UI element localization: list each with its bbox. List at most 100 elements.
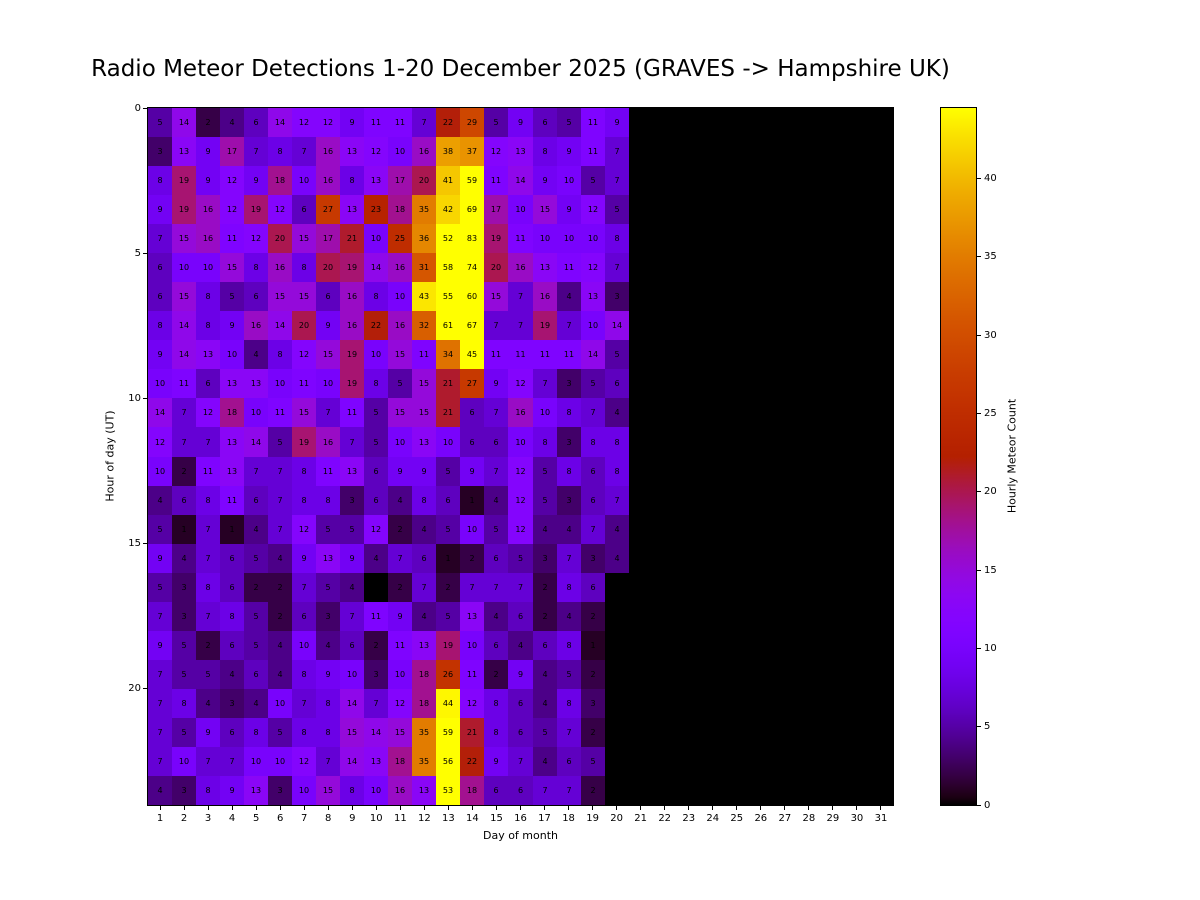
heatmap-cell: 22 xyxy=(460,747,484,776)
x-tickmark xyxy=(351,806,353,810)
heatmap-cell: 13 xyxy=(412,427,436,457)
heatmap-cell: 7 xyxy=(508,747,533,776)
heatmap-cell xyxy=(773,224,797,253)
heatmap-cell: 20 xyxy=(484,253,508,282)
heatmap-cell xyxy=(869,486,893,515)
heatmap-cell: 8 xyxy=(605,427,629,457)
heatmap-cell xyxy=(869,631,893,660)
heatmap-cell xyxy=(629,486,653,515)
heatmap-cell xyxy=(677,776,701,805)
heatmap-cell: 10 xyxy=(292,776,316,805)
heatmap-cell xyxy=(725,718,749,747)
heatmap-cell xyxy=(701,427,725,457)
heatmap-cell: 7 xyxy=(148,718,172,747)
heatmap-cell: 10 xyxy=(533,224,557,253)
heatmap-cell xyxy=(821,718,845,747)
y-axis-label: Hour of day (UT) xyxy=(103,410,117,502)
heatmap-cell xyxy=(773,689,797,718)
heatmap-cell: 4 xyxy=(244,515,268,544)
x-tickmark xyxy=(664,806,666,810)
heatmap-cell: 7 xyxy=(244,137,268,166)
x-tick-label: 26 xyxy=(754,813,768,824)
heatmap-cell: 8 xyxy=(484,689,508,718)
heatmap-cell xyxy=(749,776,773,805)
heatmap-cell: 10 xyxy=(388,427,412,457)
heatmap-cell: 10 xyxy=(244,398,268,427)
heatmap-cell: 4 xyxy=(268,544,292,573)
heatmap-cell xyxy=(701,631,725,660)
heatmap-cell: 9 xyxy=(557,137,581,166)
heatmap-cell: 5 xyxy=(172,631,196,660)
heatmap-cell xyxy=(629,253,653,282)
heatmap-cell: 3 xyxy=(605,282,629,311)
heatmap-cell: 5 xyxy=(436,457,460,486)
heatmap-cell: 9 xyxy=(316,660,340,689)
heatmap-cell xyxy=(653,369,677,398)
heatmap-cell: 9 xyxy=(484,747,508,776)
heatmap-cell xyxy=(653,631,677,660)
heatmap-cell: 13 xyxy=(244,369,268,398)
heatmap-cell: 2 xyxy=(388,573,412,602)
heatmap-cell: 2 xyxy=(484,660,508,689)
heatmap-cell: 10 xyxy=(508,195,533,224)
heatmap-cell: 7 xyxy=(292,689,316,718)
heatmap-cell: 14 xyxy=(268,311,292,340)
heatmap-cell: 21 xyxy=(460,718,484,747)
heatmap-cell xyxy=(677,660,701,689)
heatmap-cell xyxy=(797,544,821,573)
heatmap-cell: 9 xyxy=(605,108,629,137)
heatmap-cell: 13 xyxy=(172,137,196,166)
heatmap-cell: 10 xyxy=(316,369,340,398)
heatmap-cell: 10 xyxy=(388,137,412,166)
heatmap-cell xyxy=(725,340,749,369)
heatmap-cell: 10 xyxy=(460,515,484,544)
heatmap-cell: 13 xyxy=(412,631,436,660)
heatmap-cell: 4 xyxy=(605,398,629,427)
heatmap-cell: 7 xyxy=(196,602,220,631)
x-tick-label: 15 xyxy=(490,813,503,824)
heatmap-cell xyxy=(845,340,869,369)
heatmap-cell xyxy=(629,427,653,457)
heatmap-cell: 9 xyxy=(484,369,508,398)
heatmap-cell: 15 xyxy=(340,718,364,747)
heatmap-cell: 5 xyxy=(364,398,388,427)
heatmap-cell xyxy=(821,747,845,776)
heatmap-cell: 4 xyxy=(244,689,268,718)
heatmap-cell xyxy=(629,747,653,776)
heatmap-cell xyxy=(725,631,749,660)
heatmap-cell xyxy=(821,137,845,166)
heatmap-cell: 7 xyxy=(220,747,244,776)
heatmap-cell: 10 xyxy=(340,660,364,689)
heatmap-cell: 16 xyxy=(196,195,220,224)
heatmap-cell: 7 xyxy=(581,398,605,427)
heatmap-cell xyxy=(797,398,821,427)
heatmap-cell: 7 xyxy=(484,398,508,427)
heatmap-cell xyxy=(869,660,893,689)
heatmap-cell xyxy=(701,544,725,573)
heatmap-cell: 43 xyxy=(412,282,436,311)
heatmap-cell: 7 xyxy=(148,689,172,718)
heatmap-cell xyxy=(869,195,893,224)
heatmap-cell: 6 xyxy=(340,631,364,660)
heatmap-cell xyxy=(701,573,725,602)
heatmap-cell xyxy=(677,573,701,602)
heatmap-cell: 12 xyxy=(244,224,268,253)
heatmap-cell: 55 xyxy=(436,282,460,311)
heatmap-cell xyxy=(773,108,797,137)
heatmap-cell xyxy=(653,747,677,776)
heatmap-cell xyxy=(845,544,869,573)
heatmap-cell: 8 xyxy=(292,718,316,747)
heatmap-cell xyxy=(725,282,749,311)
heatmap-cell: 13 xyxy=(364,166,388,195)
heatmap-cell xyxy=(701,718,725,747)
x-tickmark xyxy=(688,806,690,810)
heatmap-cell: 26 xyxy=(436,660,460,689)
heatmap-cell: 5 xyxy=(148,108,172,137)
heatmap-cell xyxy=(629,340,653,369)
heatmap-cell: 5 xyxy=(316,573,340,602)
heatmap-cell xyxy=(821,602,845,631)
heatmap-cell: 11 xyxy=(508,224,533,253)
heatmap-cell xyxy=(653,253,677,282)
heatmap-cell xyxy=(869,689,893,718)
heatmap-cell xyxy=(773,776,797,805)
